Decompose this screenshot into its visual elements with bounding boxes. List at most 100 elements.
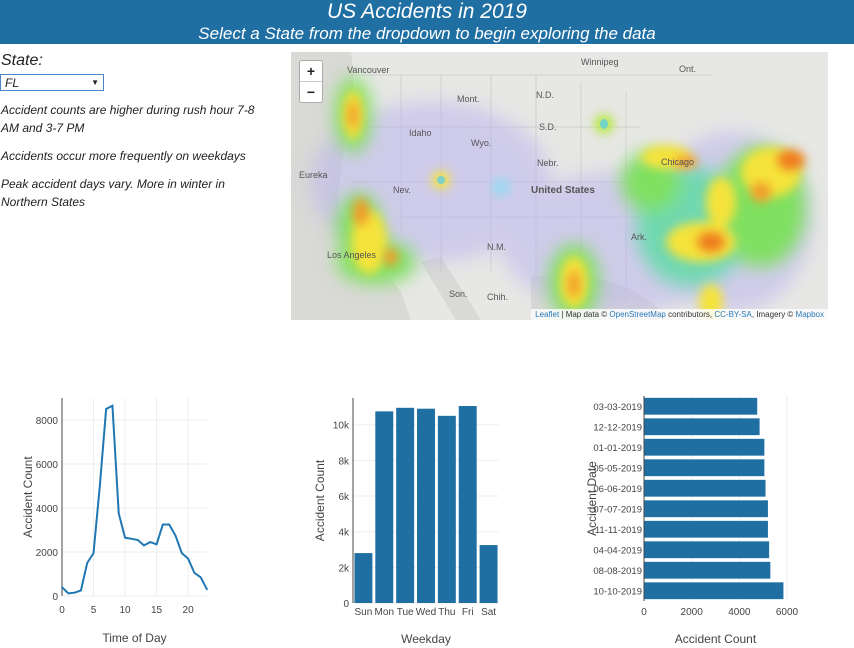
x-tick-label: Sun: [355, 607, 373, 618]
y-tick-label: 03-03-2019: [593, 402, 642, 413]
x-tick-label: Mon: [375, 607, 394, 618]
data-point: [162, 523, 164, 526]
data-point: [199, 576, 202, 579]
data-point: [206, 588, 208, 591]
bar-01-01-2019: [644, 438, 765, 456]
x-axis-label: Time of Day: [102, 631, 166, 645]
x-tick-label: 20: [183, 605, 195, 616]
time-of-day-chart: 0 2000 4000 6000 8000 0 5 10 15 20 Time of Day Acci…: [21, 398, 208, 645]
y-tick-label: 4k: [338, 528, 350, 539]
y-tick-label: 4000: [36, 504, 59, 515]
zoom-in-button[interactable]: +: [300, 61, 322, 82]
label-eureka: Eureka: [299, 170, 328, 180]
y-tick-label: 8k: [338, 456, 350, 467]
mapbox-link[interactable]: Mapbox: [795, 310, 824, 319]
x-tick-label: 10: [119, 605, 131, 616]
data-point: [124, 536, 126, 539]
accident-date-chart: 0 2000 4000 6000 03-03-2019 12-12-2019 01-01-2…: [585, 396, 799, 646]
y-axis-label: Accident Count: [21, 456, 35, 538]
label-nev: Nev.: [393, 185, 411, 195]
bar-04-04-2019: [644, 541, 770, 559]
y-tick-label: 10-10-2019: [593, 586, 642, 597]
data-point: [99, 485, 101, 487]
data-point: [80, 589, 82, 592]
bar-sat: [479, 545, 498, 603]
data-point: [174, 534, 177, 537]
note-weekdays: Accidents occur more frequently on weekd…: [1, 149, 246, 163]
y-tick-label: 04-04-2019: [593, 545, 642, 556]
label-sd: S.D.: [539, 122, 557, 132]
zoom-control: + −: [299, 60, 323, 103]
license-link[interactable]: CC-BY-SA: [714, 310, 752, 319]
label-chih: Chih.: [487, 292, 509, 302]
label-ark: Ark.: [631, 232, 648, 242]
note-rush-hour: Accident counts are higher during rush h…: [1, 103, 255, 135]
y-tick-label: 01-01-2019: [593, 443, 642, 454]
bar-07-07-2019: [644, 500, 768, 518]
x-axis-label: Accident Count: [675, 632, 757, 646]
x-tick-label: 0: [59, 605, 65, 616]
y-tick-label: 12-12-2019: [593, 422, 642, 433]
y-axis-label: Accident Date: [585, 461, 599, 536]
label-los-angeles: Los Angeles: [327, 250, 377, 260]
label-wyo: Wyo.: [471, 138, 492, 148]
data-point: [143, 544, 145, 547]
leaflet-link[interactable]: Leaflet: [535, 310, 560, 319]
y-tick-label: 06-06-2019: [593, 484, 642, 495]
data-point: [149, 541, 152, 543]
map-canvas: [291, 52, 828, 320]
osm-link[interactable]: OpenStreetMap: [609, 310, 666, 319]
x-axis-label: Weekday: [401, 632, 451, 646]
y-tick-label: 11-11-2019: [595, 525, 642, 536]
x-tick-label: Sat: [481, 607, 496, 618]
data-point: [130, 538, 133, 540]
attribution-text-1: | Map data ©: [559, 310, 610, 319]
page-title: US Accidents in 2019: [326, 0, 527, 23]
zoom-out-button[interactable]: −: [306, 84, 316, 100]
bar-thu: [437, 415, 456, 603]
heatmap-map[interactable]: Vancouver Winnipeg Eureka United States …: [291, 52, 828, 320]
attribution-text-3: , Imagery ©: [751, 310, 796, 319]
state-dropdown-value: FL: [5, 75, 20, 90]
weekday-chart: 0 2k 4k 6k 8k 10k Sun Mon Tue Wed Thu Fri Sat Weekday…: [313, 398, 499, 646]
x-tick-label: 15: [151, 605, 163, 616]
data-point: [86, 562, 89, 564]
note-peak-days: Peak accident days vary. More in winter …: [1, 177, 225, 209]
x-tick-label: Thu: [438, 607, 455, 618]
y-tick-label: 6000: [36, 460, 59, 471]
label-nm: N.M.: [487, 242, 506, 252]
y-tick-label: 10k: [333, 421, 350, 432]
y-axis-label: Accident Count: [313, 459, 327, 541]
state-dropdown[interactable]: FL ▼: [0, 74, 104, 91]
x-tick-label: 5: [91, 605, 97, 616]
bar-wed: [417, 408, 435, 603]
bar-06-06-2019: [644, 479, 766, 497]
bar-05-05-2019: [644, 459, 765, 477]
data-point: [180, 552, 183, 554]
app-header: US Accidents in 2019 Select a State from…: [0, 0, 854, 44]
bar-12-12-2019: [644, 418, 760, 436]
bar-mon: [375, 411, 394, 603]
map-attribution: Leaflet | Map data © OpenStreetMap contr…: [531, 309, 828, 320]
heat-blobs: [311, 77, 811, 320]
page-subtitle: Select a State from the dropdown to begi…: [198, 24, 656, 43]
y-tick-label: 07-07-2019: [593, 504, 642, 515]
y-tick-label: 0: [343, 599, 349, 610]
x-tick-label: 4000: [728, 607, 751, 618]
label-nd: N.D.: [536, 90, 554, 100]
label-nebr: Nebr.: [537, 158, 559, 168]
gulf-california-shape: [421, 257, 481, 320]
control-panel: State: FL ▼ Accident counts are higher d…: [0, 52, 280, 211]
bar-11-11-2019: [644, 520, 768, 538]
x-tick-label: Tue: [397, 607, 414, 618]
data-point: [117, 512, 120, 515]
label-ont: Ont.: [679, 64, 697, 74]
data-point: [67, 592, 70, 595]
data-point: [187, 557, 189, 560]
x-tick-label: 0: [641, 607, 647, 618]
data-point: [155, 543, 158, 546]
y-tick-label: 08-08-2019: [593, 566, 642, 577]
label-son: Son.: [449, 289, 468, 299]
y-tick-label: 8000: [36, 416, 59, 427]
bar-fri: [458, 406, 477, 603]
